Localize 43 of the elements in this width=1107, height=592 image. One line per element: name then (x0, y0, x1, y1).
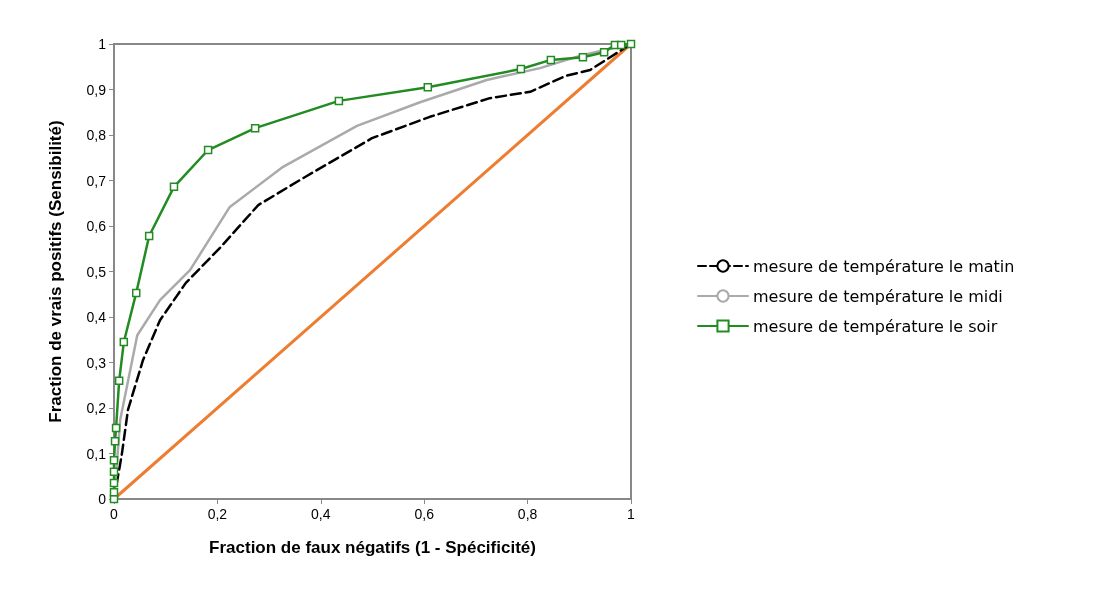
point (109, 478, 119, 488)
y-tick-label: 0,3 (86, 354, 107, 371)
y-tick-label: 0,7 (86, 172, 107, 189)
point (546, 55, 556, 65)
point (423, 82, 433, 92)
y-tick-label: 0 (98, 491, 107, 507)
y-tick-label: 0,1 (86, 445, 107, 462)
y-tick-label: 1 (98, 36, 107, 52)
point (334, 96, 344, 106)
x-tick-label: 0,2 (207, 506, 228, 522)
legend-label: mesure de température le matin (753, 256, 1015, 276)
point (109, 487, 119, 497)
y-tick-label: 0,9 (86, 81, 107, 98)
x-axis-title: Fraction de faux négatifs (1 - Spécificité) (209, 538, 536, 557)
point (131, 288, 141, 298)
y-tick-label: 0,2 (86, 400, 107, 416)
point (616, 40, 626, 50)
x-tick-label: 0 (110, 506, 119, 522)
point (110, 436, 120, 446)
point (111, 423, 121, 433)
x-tick-label: 1 (627, 506, 636, 522)
point (109, 467, 119, 476)
point (169, 182, 179, 192)
point (599, 47, 609, 57)
point (578, 52, 588, 62)
legend-label: mesure de température le midi (753, 286, 1003, 306)
y-tick-label: 0,5 (86, 263, 107, 280)
y-tick-label: 0,6 (86, 218, 107, 234)
x-tick-label: 0,4 (311, 506, 331, 522)
y-tick-label: 0,4 (86, 309, 107, 325)
x-tick-label: 0,8 (517, 506, 538, 522)
point (626, 39, 636, 49)
y-axis-title: Fraction de vrais positifs (Sensibilité) (46, 120, 65, 423)
point (250, 123, 260, 133)
x-tick-label: 0,6 (414, 506, 435, 522)
y-tick-label: 0,8 (86, 127, 107, 143)
point (516, 64, 526, 74)
point (119, 337, 129, 347)
point (114, 376, 124, 385)
point (144, 231, 154, 241)
point (203, 145, 213, 155)
point (109, 456, 119, 465)
legend-label: mesure de température le soir (753, 316, 998, 336)
